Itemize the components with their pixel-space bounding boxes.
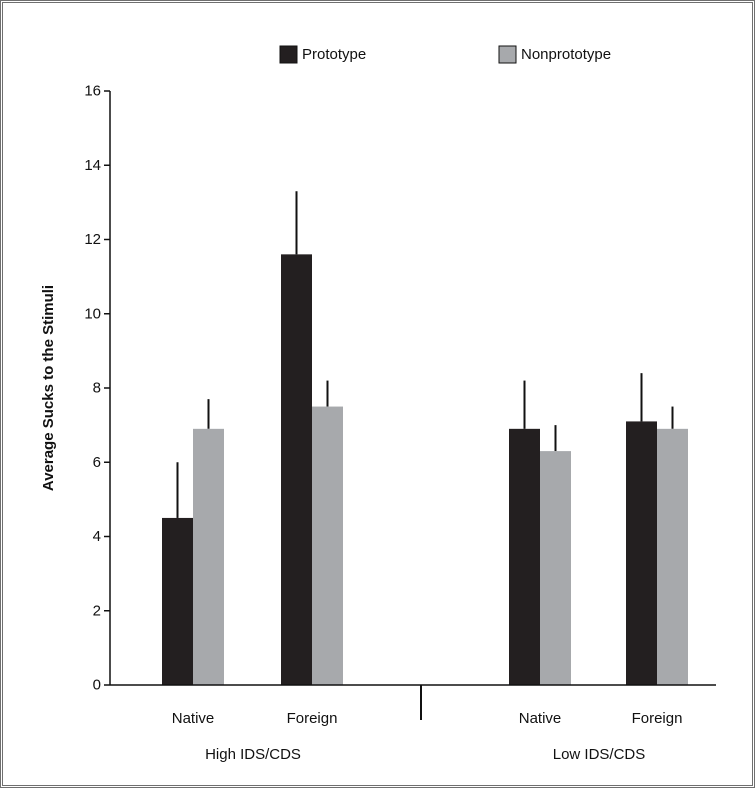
y-tick-label: 12 — [84, 231, 101, 248]
category-label: Native — [172, 710, 215, 727]
legend-swatch-nonprototype — [498, 45, 517, 64]
bar-chart: 0 2 4 6 8 10 12 14 16 Native Foreign Native Foreign… — [40, 45, 716, 763]
y-tick-label: 0 — [93, 677, 101, 694]
group-labels: High IDS/CDS Low IDS/CDS — [205, 746, 645, 763]
category-label: Foreign — [632, 710, 683, 727]
y-tick-label: 16 — [84, 83, 101, 100]
bar-prototype — [162, 517, 193, 685]
bar-prototype — [281, 254, 312, 685]
y-tick-label: 4 — [93, 528, 101, 545]
y-ticks: 0 2 4 6 8 10 12 14 16 — [84, 83, 110, 694]
bar-nonprototype — [312, 406, 343, 685]
bar-nonprototype — [657, 428, 688, 685]
bars-layer — [162, 191, 688, 685]
y-tick-label: 10 — [84, 305, 101, 322]
category-labels: Native Foreign Native Foreign — [172, 710, 683, 727]
bar-prototype — [509, 428, 540, 685]
legend-swatch-prototype — [279, 45, 298, 64]
group-label: High IDS/CDS — [205, 746, 301, 763]
bar-nonprototype — [540, 451, 571, 685]
bar-prototype — [626, 421, 657, 685]
group-label: Low IDS/CDS — [553, 746, 646, 763]
category-label: Foreign — [287, 710, 338, 727]
legend-label: Nonprototype — [521, 46, 611, 63]
y-tick-label: 6 — [93, 454, 101, 471]
category-label: Native — [519, 710, 562, 727]
y-tick-label: 2 — [93, 602, 101, 619]
legend-label: Prototype — [302, 46, 366, 63]
y-tick-label: 8 — [93, 380, 101, 397]
y-tick-label: 14 — [84, 157, 101, 174]
y-axis-label: Average Sucks to the Stimuli — [40, 285, 57, 491]
bar-nonprototype — [193, 428, 224, 685]
legend: Prototype Nonprototype — [279, 45, 611, 64]
